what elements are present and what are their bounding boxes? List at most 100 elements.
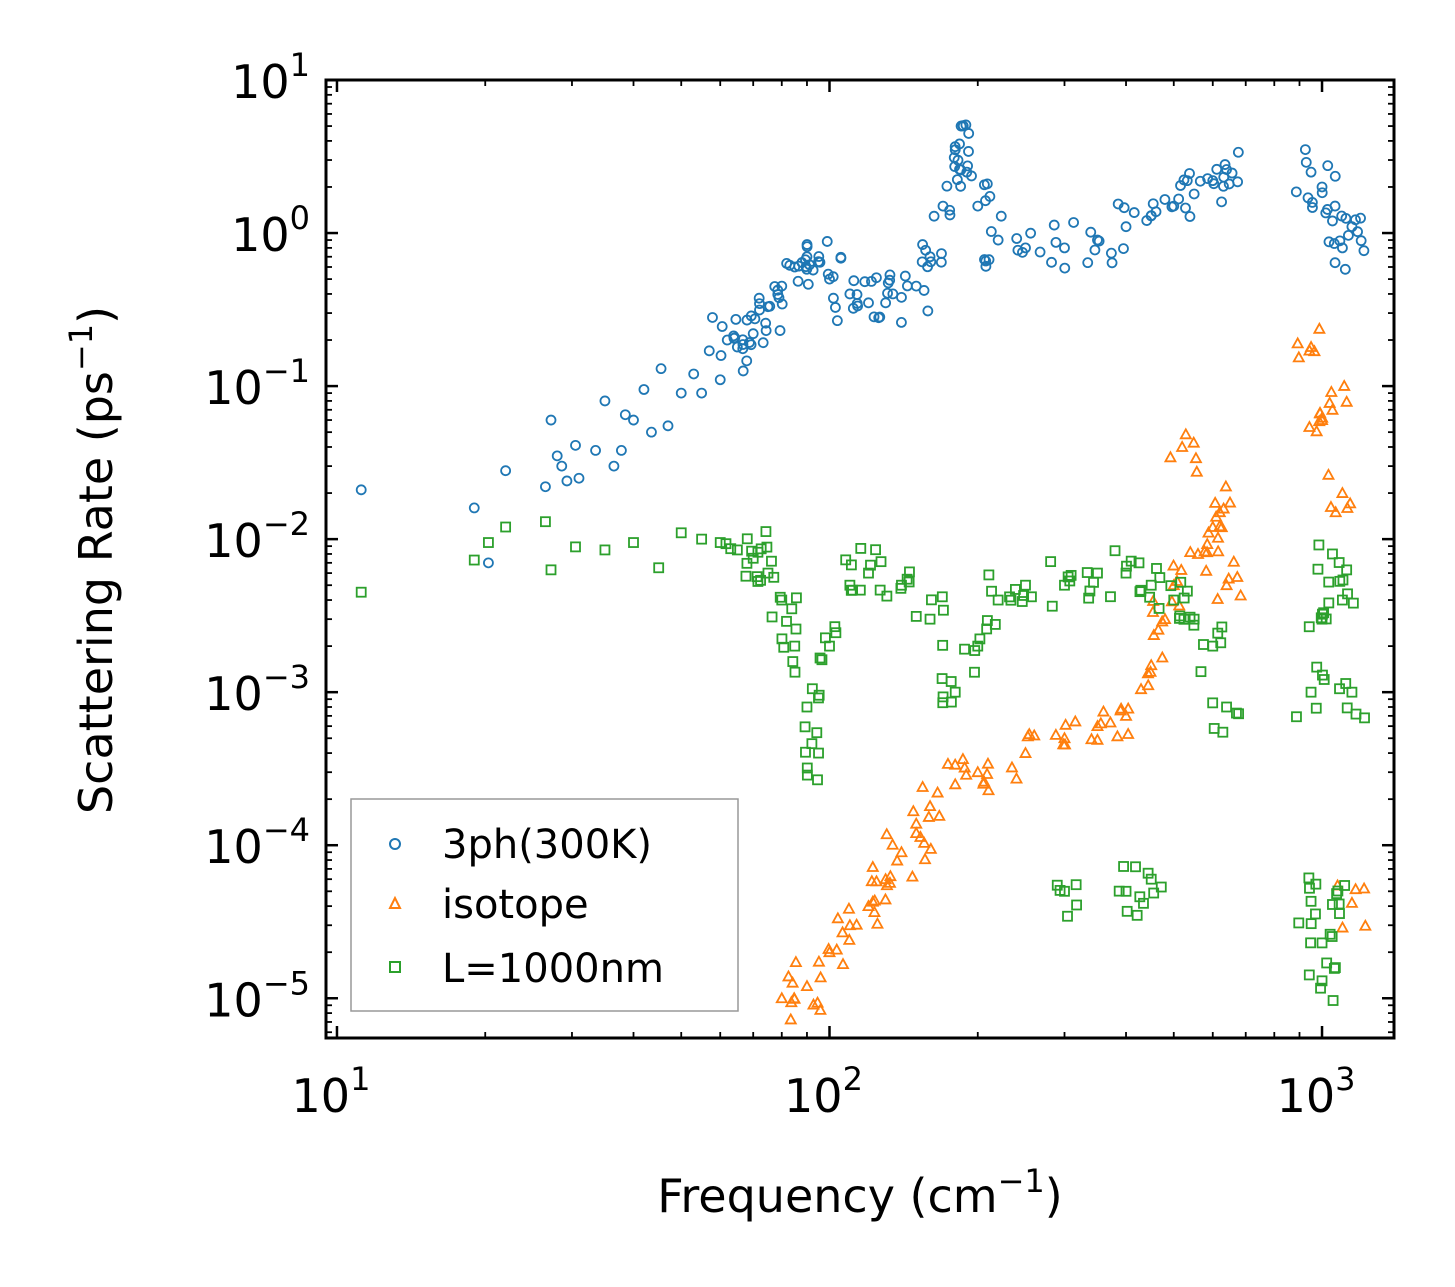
point-circle-50-5 bbox=[1089, 244, 1101, 256]
point-circle-55-1 bbox=[1216, 196, 1227, 208]
point-square-18-0 bbox=[801, 701, 813, 713]
point-circle-7-0 bbox=[556, 460, 568, 472]
point-triangle-18-5 bbox=[1163, 450, 1177, 463]
point-triangle-27-1 bbox=[1349, 882, 1363, 895]
point-circle-45-5 bbox=[948, 152, 960, 163]
point-triangle-14-2 bbox=[1121, 701, 1135, 714]
point-square-8-0 bbox=[628, 537, 639, 548]
point-triangle-10-4 bbox=[981, 756, 995, 769]
point-circle-46-5 bbox=[978, 179, 990, 191]
legend-label-l1000nm: L=1000nm bbox=[442, 946, 664, 992]
point-triangle-25-3 bbox=[1340, 394, 1354, 407]
point-square-21-4 bbox=[854, 584, 866, 596]
point-circle-56-3 bbox=[1218, 180, 1229, 192]
x-axis-label: Frequency (cm−1) bbox=[657, 1162, 1062, 1223]
point-circle-44-5 bbox=[963, 146, 974, 157]
point-circle-38-0 bbox=[880, 297, 892, 309]
point-triangle-15-4 bbox=[1134, 682, 1148, 695]
point-triangle-12-2 bbox=[1049, 728, 1063, 740]
point-square-36-2 bbox=[1233, 708, 1244, 720]
point-triangle-9-4 bbox=[958, 760, 972, 773]
point-circle-60-1 bbox=[1342, 229, 1354, 241]
point-circle-30-5 bbox=[774, 325, 786, 336]
point-square-19-1 bbox=[806, 738, 818, 750]
point-triangle-23-5 bbox=[1307, 344, 1321, 357]
point-square-9-0 bbox=[653, 562, 665, 574]
point-triangle-1-3 bbox=[789, 955, 803, 968]
point-triangle-1-2 bbox=[806, 997, 820, 1010]
point-square-32-2 bbox=[1144, 591, 1156, 603]
point-circle-52-1 bbox=[1159, 194, 1171, 205]
point-square-23-4 bbox=[881, 590, 893, 602]
point-square-43-2 bbox=[1130, 861, 1141, 873]
point-circle-40-0 bbox=[910, 280, 922, 292]
point-circle-49-4 bbox=[1059, 262, 1071, 274]
point-triangle-26-0 bbox=[1335, 486, 1349, 498]
point-circle-11-0 bbox=[590, 444, 601, 456]
point-triangle-16-5 bbox=[1147, 628, 1161, 640]
point-square-39-3 bbox=[1313, 539, 1325, 551]
x-tick-label-1: 102 bbox=[784, 1060, 863, 1123]
point-circle-35-2 bbox=[822, 268, 834, 280]
point-square-21-5 bbox=[840, 554, 852, 566]
point-triangle-6-5 bbox=[905, 869, 919, 882]
point-square-30-3 bbox=[1088, 576, 1099, 588]
point-circle-14-0 bbox=[616, 444, 627, 456]
point-circle-32-2 bbox=[792, 275, 804, 287]
point-circle-38-4 bbox=[882, 287, 893, 299]
point-triangle-3-3 bbox=[831, 911, 845, 924]
point-triangle-18-3 bbox=[1189, 451, 1203, 464]
point-circle-37-4 bbox=[851, 297, 863, 309]
legend-marker-l1000nm bbox=[389, 961, 401, 973]
point-circle-23-0 bbox=[696, 387, 708, 399]
point-square-28-1 bbox=[1009, 584, 1021, 595]
point-circle-41-1 bbox=[917, 239, 928, 250]
point-circle-56-2 bbox=[1226, 167, 1238, 179]
point-circle-29-2 bbox=[757, 337, 769, 349]
point-square-31-4 bbox=[1125, 555, 1137, 567]
point-square-11-0 bbox=[696, 533, 708, 545]
point-circle-47-0 bbox=[992, 234, 1004, 246]
point-triangle-5-5 bbox=[866, 894, 880, 907]
point-circle-58-3 bbox=[1329, 170, 1341, 182]
point-square-26-5 bbox=[974, 633, 986, 645]
point-triangle-15-3 bbox=[1141, 678, 1155, 691]
point-square-16-0 bbox=[776, 594, 788, 606]
point-square-32-0 bbox=[1145, 579, 1157, 591]
point-square-35-1 bbox=[1198, 639, 1209, 650]
point-square-31-5 bbox=[1133, 557, 1145, 569]
point-square-16-2 bbox=[781, 615, 792, 627]
point-circle-28-2 bbox=[730, 313, 742, 325]
point-triangle-20-1 bbox=[1208, 495, 1222, 508]
y-tick-label-3: 10−2 bbox=[204, 505, 310, 568]
point-square-6-0 bbox=[570, 541, 581, 553]
point-circle-50-1 bbox=[1082, 257, 1094, 269]
point-triangle-26-1 bbox=[1321, 467, 1336, 480]
point-circle-4-0 bbox=[540, 481, 551, 493]
point-square-46-2 bbox=[1329, 962, 1341, 974]
point-square-47-0 bbox=[1305, 895, 1317, 907]
point-square-22-2 bbox=[855, 543, 867, 554]
point-circle-42-3 bbox=[928, 210, 940, 222]
point-square-17-0 bbox=[789, 640, 801, 652]
point-square-40-2 bbox=[1342, 588, 1353, 600]
point-triangle-5-1 bbox=[866, 860, 880, 872]
point-square-39-0 bbox=[1327, 548, 1338, 560]
point-circle-12-0 bbox=[599, 395, 611, 407]
point-circle-38-5 bbox=[873, 312, 885, 324]
point-square-13-5 bbox=[720, 538, 732, 550]
point-circle-59-2 bbox=[1334, 235, 1346, 247]
point-triangle-0-4 bbox=[786, 975, 800, 988]
point-triangle-25-0 bbox=[1325, 402, 1339, 415]
point-circle-42-5 bbox=[941, 180, 953, 192]
point-circle-34-0 bbox=[813, 256, 824, 268]
point-circle-49-3 bbox=[1048, 219, 1060, 231]
point-circle-48-5 bbox=[1017, 246, 1028, 258]
point-triangle-27-3 bbox=[1357, 881, 1371, 894]
point-triangle-22-3 bbox=[1227, 554, 1241, 567]
point-triangle-20-3 bbox=[1213, 519, 1227, 532]
point-square-32-5 bbox=[1151, 563, 1162, 574]
point-square-22-1 bbox=[870, 544, 881, 556]
point-square-39-1 bbox=[1333, 557, 1345, 568]
point-triangle-21-1 bbox=[1219, 479, 1233, 492]
